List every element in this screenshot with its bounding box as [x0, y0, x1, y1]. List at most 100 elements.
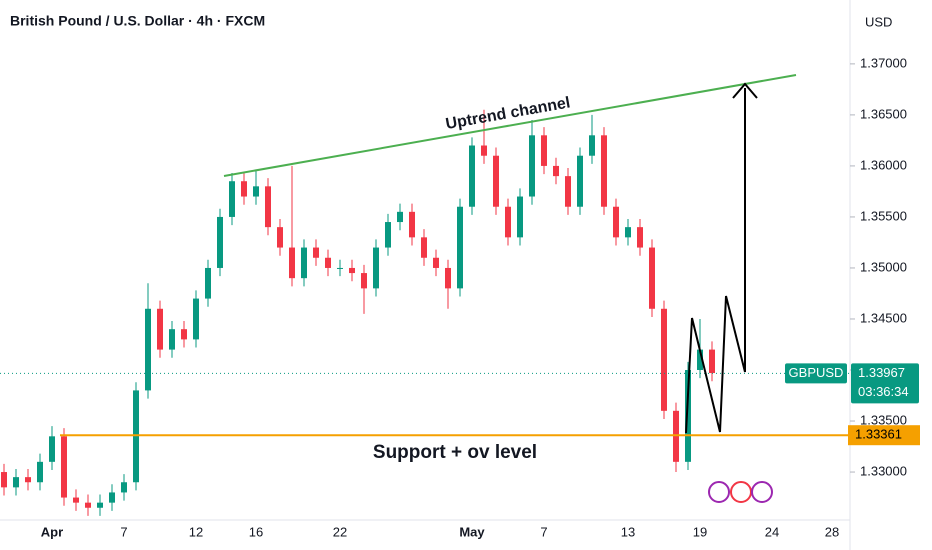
- candle-body: [217, 216, 223, 268]
- candle-body: [553, 165, 559, 177]
- last-price-label: 1.33967: [858, 365, 905, 380]
- y-tick-label: 1.36500: [860, 106, 907, 121]
- y-tick-label: 1.37000: [860, 55, 907, 70]
- candle-body: [481, 145, 487, 156]
- countdown: 03:36:34: [858, 384, 909, 399]
- y-tick-label: 1.35000: [860, 259, 907, 274]
- candle-body: [13, 477, 19, 488]
- chart-title: British Pound / U.S. Dollar · 4h · FXCM: [10, 13, 265, 29]
- candle-body: [253, 186, 259, 197]
- candle-body: [61, 436, 67, 498]
- candle-body: [205, 267, 211, 299]
- candle-body: [1, 472, 7, 488]
- candle-body: [505, 206, 511, 238]
- candle-body: [649, 247, 655, 309]
- x-tick-label: May: [459, 524, 485, 539]
- candle-body: [289, 247, 295, 279]
- x-tick-label: 19: [693, 524, 707, 539]
- candle-body: [541, 135, 547, 166]
- candle-body: [25, 477, 31, 483]
- candle-body: [577, 155, 583, 207]
- candle-body: [421, 237, 427, 258]
- x-tick-label: 24: [765, 524, 779, 539]
- y-tick-label: 1.35500: [860, 208, 907, 223]
- currency: USD: [865, 14, 892, 29]
- candle-body: [325, 257, 331, 268]
- x-tick-label: 28: [825, 524, 839, 539]
- symbol-box: [785, 363, 847, 384]
- x-tick-label: 7: [540, 524, 547, 539]
- trendline: [223, 74, 797, 177]
- candle-body: [709, 349, 715, 374]
- candle-body: [661, 308, 667, 411]
- candle-body: [361, 273, 367, 289]
- candle-body: [145, 308, 151, 391]
- candle-body: [193, 298, 199, 340]
- arrow-head: [732, 82, 758, 99]
- candle-body: [49, 436, 55, 462]
- support-label-box: [848, 425, 920, 446]
- candle-body: [697, 349, 703, 370]
- candle-body: [37, 461, 43, 483]
- candle-body: [97, 502, 103, 508]
- event-icon: [730, 481, 752, 503]
- candle-body: [409, 211, 415, 238]
- candle-body: [601, 135, 607, 207]
- symbol-label: GBPUSD: [789, 365, 844, 380]
- x-tick-label: 12: [189, 524, 203, 539]
- candle-body: [685, 370, 691, 462]
- x-tick-label: 16: [249, 524, 263, 539]
- y-tick-label: 1.33000: [860, 463, 907, 478]
- candle-body: [277, 227, 283, 248]
- candle-body: [241, 181, 247, 197]
- candle-body: [565, 176, 571, 207]
- candle-body: [181, 329, 187, 340]
- price-labels: 1.330001.335001.340001.345001.350001.355…: [41, 55, 920, 539]
- candle-body: [385, 222, 391, 248]
- plot: [0, 63, 855, 516]
- candle-body: [469, 145, 475, 207]
- candle-body: [673, 410, 679, 462]
- y-tick-label: 1.33500: [860, 412, 907, 427]
- x-tick-label: 13: [621, 524, 635, 539]
- candle-body: [589, 135, 595, 156]
- candle-body: [625, 227, 631, 238]
- candle-body: [373, 247, 379, 289]
- candle-body: [229, 181, 235, 217]
- candle-body: [157, 308, 163, 350]
- candle-body: [313, 247, 319, 258]
- event-icon: [708, 481, 730, 503]
- y-tick-label: 1.36000: [860, 157, 907, 172]
- candle-body: [637, 227, 643, 248]
- candle-body: [433, 257, 439, 268]
- candle-body: [265, 186, 271, 228]
- candle-body: [85, 502, 91, 508]
- projection-path: [685, 88, 746, 434]
- candle-body: [493, 155, 499, 207]
- candle-body: [349, 267, 355, 274]
- candle-body: [517, 196, 523, 238]
- x-tick-label: 22: [333, 524, 347, 539]
- candle-body: [397, 211, 403, 223]
- candle-body: [445, 267, 451, 289]
- event-icons: [708, 481, 773, 503]
- candle-body: [337, 267, 343, 269]
- candle-body: [169, 329, 175, 350]
- x-tick-label: 7: [120, 524, 127, 539]
- event-icon: [751, 481, 773, 503]
- candle-body: [121, 482, 127, 493]
- candle-body: [109, 492, 115, 503]
- candle-body: [613, 206, 619, 238]
- y-tick-label: 1.34500: [860, 310, 907, 325]
- candle-body: [73, 497, 79, 503]
- candle-body: [457, 206, 463, 289]
- candle-body: [529, 135, 535, 197]
- candle-body: [133, 390, 139, 483]
- x-tick-label: Apr: [41, 524, 63, 539]
- candle-body: [301, 247, 307, 279]
- support-label: 1.33361: [855, 427, 902, 442]
- last-price-box: [851, 363, 919, 404]
